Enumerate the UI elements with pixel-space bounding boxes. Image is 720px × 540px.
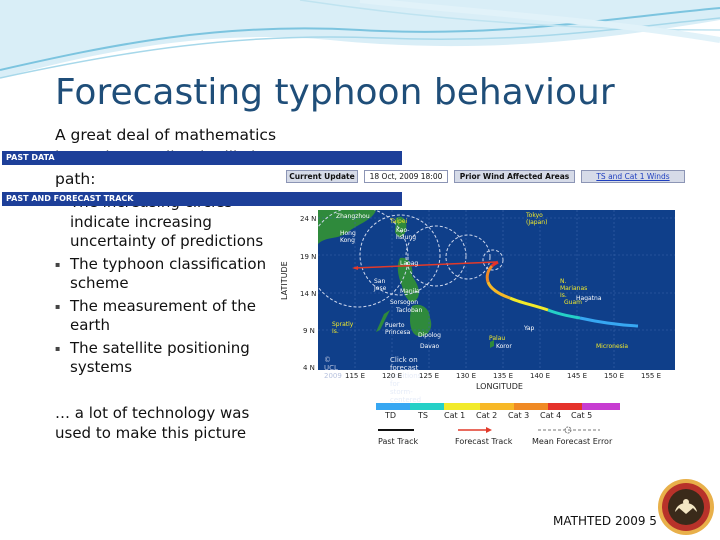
place-label: Sorsogon — [390, 299, 419, 306]
lon-label: 125 E — [419, 372, 440, 380]
mean-error-label: Mean Forecast Error — [532, 437, 613, 446]
place-label: Tokyo (Japan) — [526, 212, 548, 226]
place-label: Puerto Princesa — [385, 322, 411, 336]
legend-label: Cat 4 — [540, 411, 562, 420]
legend-label: Cat 2 — [476, 411, 498, 420]
track-map — [318, 210, 675, 370]
lon-label: 130 E — [456, 372, 477, 380]
lon-label: 145 E — [567, 372, 588, 380]
legend-label: Cat 3 — [508, 411, 530, 420]
lat-label: 4 N — [303, 364, 315, 372]
lon-label: 135 E — [493, 372, 514, 380]
past-track-label: Past Track — [378, 437, 419, 446]
place-label: Kao-hsiung — [396, 227, 417, 241]
lon-label: 150 E — [604, 372, 625, 380]
bullet-item: The measurement of the earth — [55, 297, 285, 336]
legend-swatch — [444, 403, 480, 410]
ts-cat1-winds-link[interactable]: TS and Cat 1 Winds — [581, 170, 685, 183]
place-label: San Jose — [374, 278, 387, 292]
track-bar: PAST AND FORECAST TRACK — [2, 192, 402, 206]
place-label: Guam — [564, 299, 582, 306]
header-wave-decoration — [0, 0, 720, 79]
track-legend — [378, 426, 600, 434]
place-label: Taipei — [390, 218, 408, 225]
place-label: Dipolog — [418, 332, 441, 339]
place-label: Davao — [420, 343, 440, 350]
outro-text: … a lot of technology was used to make t… — [55, 404, 250, 442]
place-label: Zhangzhou — [336, 213, 370, 220]
legend-swatch — [376, 403, 410, 410]
x-axis-label: LONGITUDE — [476, 382, 523, 391]
bullet-list: The increasing circles indicate increasi… — [55, 193, 285, 381]
place-label: Hong Kong — [340, 230, 356, 244]
lat-label: 24 N — [300, 215, 317, 223]
place-label: Yap — [524, 325, 535, 332]
place-label: Hagatna — [576, 295, 602, 302]
legend-swatch — [548, 403, 582, 410]
date-field: 18 Oct, 2009 18:00 — [364, 170, 448, 183]
place-label: Palau — [489, 335, 506, 342]
place-label: Spratly Is. — [332, 321, 354, 335]
legend-swatch — [480, 403, 514, 410]
place-label: N. Marianas Is. — [560, 278, 588, 299]
legend-label: TS — [418, 411, 428, 420]
y-axis-label: LATITUDE — [280, 261, 289, 300]
legend-label: Cat 1 — [444, 411, 466, 420]
legend-swatch — [410, 403, 444, 410]
footer-text: MATHTED 2009 5 — [553, 514, 657, 528]
place-label: Micronesia — [596, 343, 629, 350]
lon-label: 115 E — [345, 372, 366, 380]
current-update-button[interactable]: Current Update — [286, 170, 358, 183]
forecast-track-label: Forecast Track — [455, 437, 513, 446]
lat-label: 14 N — [300, 290, 317, 298]
place-label: Manila — [400, 288, 420, 295]
lon-label: 120 E — [382, 372, 403, 380]
lat-label: 9 N — [303, 327, 315, 335]
place-label: Tacloban — [396, 307, 423, 314]
place-label: Laoag — [400, 260, 419, 267]
intensity-legend-bar — [376, 403, 620, 410]
legend-swatch — [582, 403, 620, 410]
legend-label: TD — [385, 411, 397, 420]
bullet-item: The satellite positioning systems — [55, 339, 285, 378]
conference-logo-icon — [658, 479, 714, 535]
past-data-bar: PAST DATA — [2, 151, 402, 165]
place-label: Koror — [496, 343, 512, 350]
lon-label: 155 E — [641, 372, 662, 380]
copyright-text: © UCL 2009 — [324, 356, 342, 380]
slide-title: Forecasting typhoon behaviour — [55, 72, 615, 113]
lat-label: 19 N — [300, 253, 317, 261]
lon-label: 140 E — [530, 372, 551, 380]
legend-swatch — [514, 403, 548, 410]
prior-wind-button[interactable]: Prior Wind Affected Areas — [454, 170, 575, 183]
legend-label: Cat 5 — [571, 411, 593, 420]
bullet-item: The typhoon classification scheme — [55, 255, 285, 294]
